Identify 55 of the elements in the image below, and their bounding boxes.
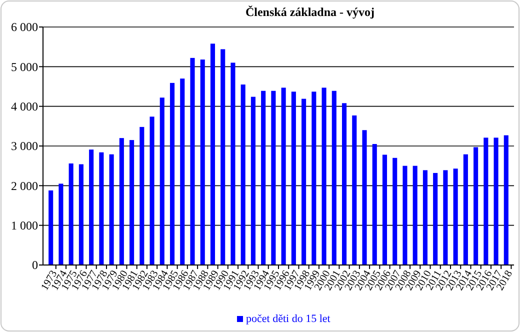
bar: [372, 144, 377, 265]
bar: [160, 98, 164, 265]
bar: [170, 82, 175, 265]
bar: [443, 170, 448, 265]
bar: [504, 135, 508, 265]
bar: [312, 92, 316, 265]
bar: [271, 90, 276, 265]
bar: [422, 170, 428, 265]
y-tick-label: 1 000: [11, 218, 38, 233]
bar: [362, 130, 367, 265]
bar: [78, 164, 84, 265]
bar: [210, 44, 216, 265]
bar: [150, 116, 154, 265]
bar: [230, 62, 236, 265]
bar: [119, 138, 124, 265]
bar: [392, 158, 398, 265]
bar: [494, 138, 498, 265]
y-tick-label: 3 000: [11, 139, 38, 154]
bar: [412, 166, 418, 265]
bar: [382, 154, 388, 265]
bar: [58, 184, 64, 265]
chart-title: Členská základna - vývoj: [245, 5, 375, 19]
bar: [109, 154, 114, 265]
bar: [322, 88, 326, 265]
bar: [453, 168, 458, 265]
bar: [240, 84, 246, 265]
y-tick-label: 4 000: [11, 100, 38, 114]
bar: [200, 60, 205, 265]
y-tick-label: 0: [32, 258, 38, 272]
bar: [474, 147, 478, 265]
bar: [68, 163, 74, 265]
bar: [302, 98, 306, 265]
bar: [402, 166, 408, 265]
bar: [140, 126, 144, 265]
bar: [433, 172, 438, 265]
bar: [463, 154, 468, 265]
bar: [291, 92, 296, 265]
legend-label: počet děti do 15 let: [246, 313, 330, 325]
bar: [180, 78, 185, 265]
bar: [130, 140, 134, 265]
bar: [281, 88, 286, 265]
bar: [89, 150, 94, 265]
bar: [190, 58, 195, 265]
bar: [342, 103, 347, 265]
bar: [48, 190, 54, 265]
bar: [352, 115, 357, 265]
y-tick-label: 6 000: [11, 20, 38, 34]
bar: [484, 138, 488, 265]
bar: [332, 90, 336, 265]
bar: [261, 90, 266, 265]
bar: [99, 152, 104, 265]
y-tick-label: 5 000: [11, 60, 38, 74]
bar: [250, 96, 256, 265]
bar: [220, 49, 226, 265]
y-tick-label: 2 000: [11, 178, 38, 193]
